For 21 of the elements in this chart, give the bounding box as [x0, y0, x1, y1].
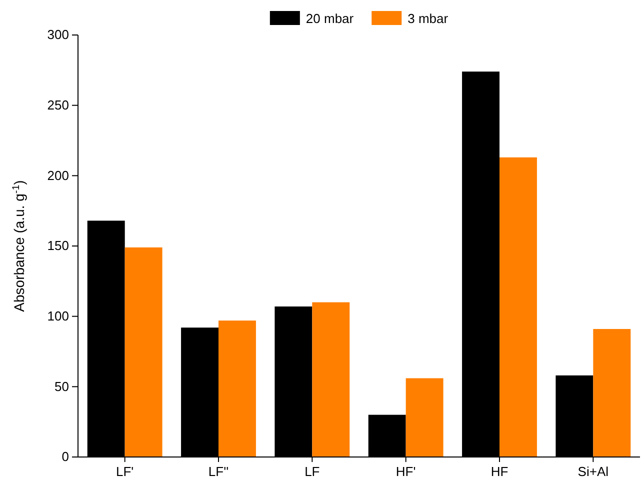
x-tick-label: LF'' [208, 464, 229, 479]
legend-label: 20 mbar [306, 11, 354, 26]
y-tick-label: 250 [47, 97, 69, 112]
x-tick-label: HF [490, 464, 508, 479]
bar [500, 157, 537, 457]
y-tick-label: 200 [47, 168, 69, 183]
y-tick-label: 150 [47, 238, 69, 254]
bar [406, 378, 444, 457]
x-tick-label: LF' [116, 464, 134, 479]
bar [593, 328, 631, 457]
y-tick-label: 50 [54, 378, 69, 394]
x-tick-label: HF' [396, 464, 416, 479]
bar [124, 247, 162, 457]
legend-label: 3 mbar [408, 11, 449, 26]
y-tick-label: 0 [62, 449, 69, 464]
y-tick-label: 100 [47, 308, 69, 324]
y-tick-label: 300 [47, 27, 69, 42]
x-tick-label: LF [304, 464, 320, 479]
bar [218, 320, 256, 457]
bar [312, 302, 350, 457]
x-tick-label: Si+Al [578, 464, 609, 479]
